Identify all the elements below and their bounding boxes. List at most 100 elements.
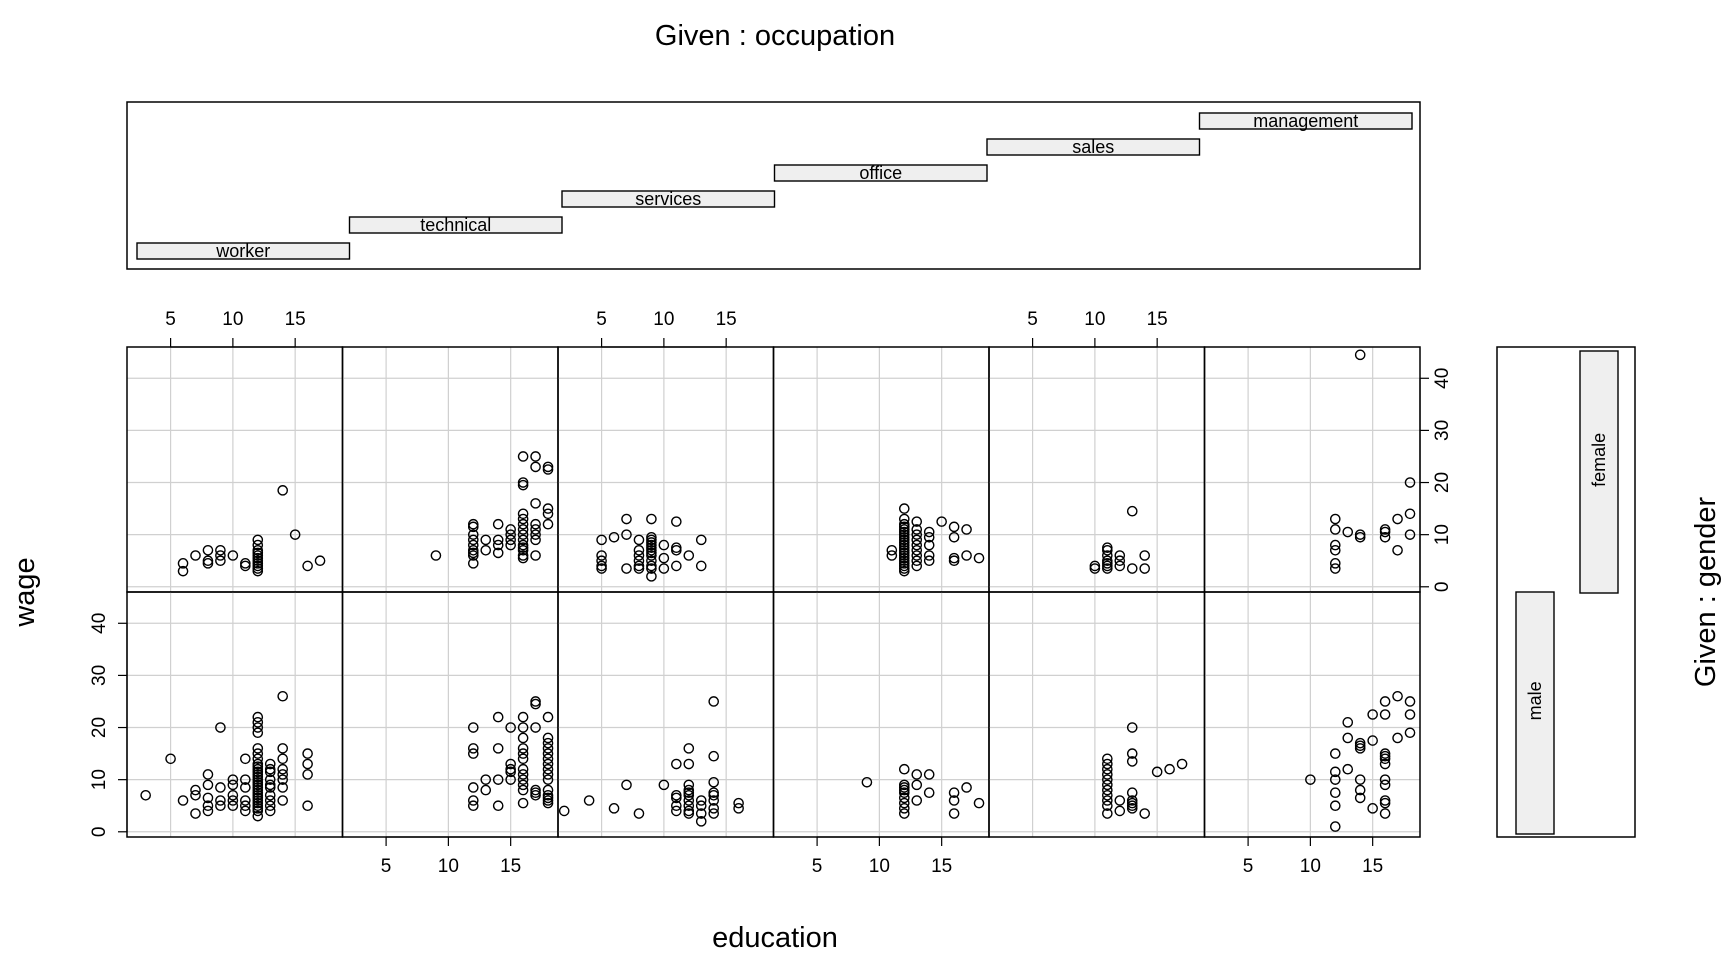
data-point	[277, 795, 289, 806]
given-bar	[1515, 591, 1555, 835]
data-point	[1367, 735, 1378, 746]
data-point	[277, 782, 289, 793]
data-point	[277, 743, 289, 754]
gender-bar-label: male	[1525, 681, 1545, 720]
occupation-bar-label: management	[1253, 111, 1358, 131]
data-point	[517, 753, 529, 765]
data-point	[1379, 748, 1391, 759]
data-point	[695, 534, 707, 546]
data-point	[633, 544, 645, 556]
data-point	[517, 711, 529, 723]
data-point	[517, 743, 529, 754]
data-point	[252, 722, 264, 733]
data-point	[1089, 560, 1101, 572]
data-point	[1379, 808, 1391, 819]
data-point	[1102, 795, 1113, 806]
data-point	[658, 539, 670, 551]
x-axis-top: 5 10 15	[1027, 309, 1168, 348]
data-point	[277, 753, 289, 765]
data-point	[252, 753, 264, 765]
data-point	[227, 800, 239, 812]
data-point	[264, 795, 276, 806]
data-point	[517, 748, 529, 759]
data-point	[671, 805, 682, 817]
data-point	[608, 803, 620, 814]
data-point	[202, 792, 214, 804]
data-point	[289, 529, 301, 540]
data-point	[1379, 524, 1391, 535]
data-point	[517, 524, 529, 535]
data-point	[264, 789, 276, 801]
data-point	[1102, 555, 1113, 567]
data-point	[911, 769, 923, 780]
data-point	[596, 534, 607, 546]
data-point	[467, 539, 479, 551]
data-point	[202, 544, 214, 556]
data-point	[492, 539, 504, 551]
x-axis-top: 5 10 15	[165, 309, 306, 348]
data-point	[923, 555, 935, 567]
data-point	[911, 560, 923, 572]
x-tick-label: 5	[812, 856, 823, 877]
data-point	[1329, 774, 1341, 785]
data-point	[492, 774, 504, 785]
data-point	[948, 531, 960, 543]
data-point	[1354, 774, 1366, 785]
data-point	[1367, 803, 1378, 814]
data-point	[621, 779, 632, 791]
data-point	[1379, 795, 1391, 806]
data-point	[277, 769, 289, 780]
data-point	[608, 531, 620, 543]
data-point	[215, 800, 226, 812]
data-point	[898, 792, 910, 804]
data-point	[467, 782, 479, 793]
data-point	[165, 753, 176, 765]
data-point	[505, 763, 516, 775]
data-point	[202, 805, 214, 817]
data-point	[517, 477, 529, 488]
data-point	[1114, 795, 1126, 806]
data-point	[1379, 696, 1391, 707]
x-tick-label: 15	[500, 856, 521, 877]
data-point	[1342, 763, 1354, 775]
occupation-bar-label: technical	[420, 215, 491, 235]
data-point	[1342, 526, 1354, 538]
data-point	[708, 787, 720, 798]
data-point	[277, 485, 289, 496]
data-point	[1379, 774, 1391, 785]
data-point	[517, 763, 529, 775]
data-point	[190, 808, 201, 819]
data-point	[467, 518, 479, 530]
data-point	[277, 774, 289, 785]
data-point	[467, 748, 479, 759]
given-bar	[348, 216, 563, 234]
data-point	[948, 795, 960, 806]
data-point	[467, 795, 479, 806]
data-point	[911, 529, 923, 540]
data-point	[1126, 795, 1138, 806]
occupation-bar-technical: technical	[348, 215, 563, 235]
data-point	[911, 539, 923, 551]
data-point	[240, 753, 251, 765]
data-point	[683, 550, 695, 561]
data-point	[1126, 748, 1138, 759]
data-point	[517, 774, 529, 785]
panel-frame	[126, 346, 344, 593]
data-point	[961, 550, 972, 561]
data-point	[1329, 800, 1341, 812]
data-point	[1404, 709, 1416, 720]
data-point	[542, 753, 554, 765]
data-point	[633, 808, 645, 819]
data-point	[530, 498, 541, 509]
data-point	[1329, 766, 1341, 778]
panel-frame	[772, 591, 990, 838]
data-point	[708, 696, 720, 707]
data-point	[1126, 563, 1138, 574]
panel-worker-female	[126, 346, 344, 593]
data-point	[923, 550, 935, 561]
given-bar	[773, 164, 988, 182]
data-point	[1329, 524, 1341, 535]
data-point	[973, 552, 985, 564]
data-point	[252, 539, 264, 551]
data-point	[252, 711, 264, 723]
